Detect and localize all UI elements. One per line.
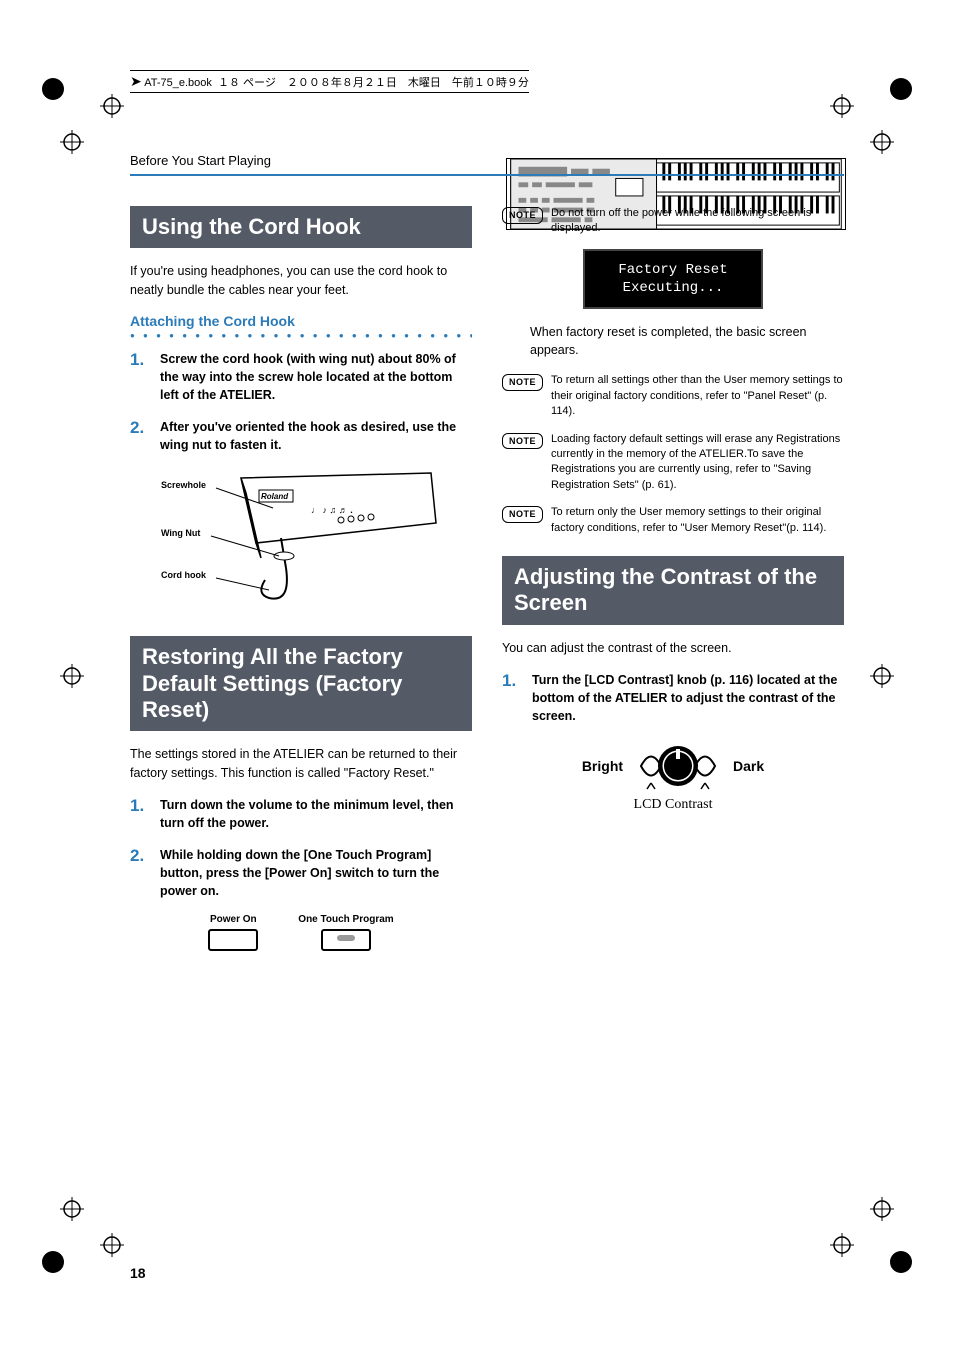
button-label-poweron: Power On xyxy=(208,914,258,925)
knob-label-dark: Dark xyxy=(733,758,764,774)
note-text: To return only the User memory settings … xyxy=(551,505,844,536)
diagram-label-screwhole: Screwhole xyxy=(161,480,206,490)
step-1: 1. Screw the cord hook (with wing nut) a… xyxy=(130,350,472,404)
button-diagram: Power On One Touch Program xyxy=(130,914,472,951)
note-badge-icon: NOTE xyxy=(502,374,543,391)
step-text: After you've oriented the hook as desire… xyxy=(160,418,472,454)
step-number: 1. xyxy=(502,671,524,725)
bookmark-icon: ➤ xyxy=(130,73,142,89)
contrast-knob-diagram: Bright Dark xyxy=(502,741,844,791)
note-badge-icon: NOTE xyxy=(502,506,543,523)
step-text: Screw the cord hook (with wing nut) abou… xyxy=(160,350,472,404)
brand-label: Roland xyxy=(261,492,289,501)
step-text: While holding down the [One Touch Progra… xyxy=(160,846,472,900)
step-number: 2. xyxy=(130,418,152,454)
one-touch-program-button-icon xyxy=(321,929,371,951)
step-number: 1. xyxy=(130,350,152,404)
cord-hook-diagram: Roland ♩ ♪ ♫ ♬ . Screwhole Wing Nut xyxy=(161,468,441,618)
note-badge-icon: NOTE xyxy=(502,433,543,450)
note-power-off: NOTE Do not turn off the power while the… xyxy=(502,206,844,237)
intro-factory-reset: The settings stored in the ATELIER can b… xyxy=(130,745,472,781)
step-5: 1. Turn the [LCD Contrast] knob (p. 116)… xyxy=(502,671,844,725)
book-header: ➤ AT-75_e.book １８ ページ ２００８年８月２１日 木曜日 午前１… xyxy=(130,70,874,93)
note-registrations: NOTE Loading factory default settings wi… xyxy=(502,432,844,494)
subhead-attaching: Attaching the Cord Hook xyxy=(130,313,472,329)
page-number: 18 xyxy=(130,1265,146,1281)
step-number: 2. xyxy=(130,846,152,900)
screen-line1: Factory Reset xyxy=(597,261,749,279)
diagram-label-cordhook: Cord hook xyxy=(161,570,206,580)
step-2: 2. After you've oriented the hook as des… xyxy=(130,418,472,454)
note-text: Loading factory default settings will er… xyxy=(551,432,844,494)
heading-factory-reset: Restoring All the Factory Default Settin… xyxy=(130,636,472,731)
right-column: NOTE Do not turn off the power while the… xyxy=(502,206,844,951)
note-text: To return all settings other than the Us… xyxy=(551,373,844,419)
heading-contrast: Adjusting the Contrast of the Screen xyxy=(502,556,844,625)
section-divider xyxy=(130,174,844,176)
header-filename: AT-75_e.book xyxy=(144,77,212,89)
step-number: 1. xyxy=(130,796,152,832)
power-on-button-icon xyxy=(208,929,258,951)
left-column: Using the Cord Hook If you're using head… xyxy=(130,206,472,951)
knob-icon xyxy=(633,741,723,791)
intro-contrast: You can adjust the contrast of the scree… xyxy=(502,639,844,657)
header-pageinfo: １８ ページ ２００８年８月２１日 木曜日 午前１０時９分 xyxy=(218,77,529,89)
note-user-memory: NOTE To return only the User memory sett… xyxy=(502,505,844,536)
step-text: Turn the [LCD Contrast] knob (p. 116) lo… xyxy=(532,671,844,725)
screen-line2: Executing... xyxy=(597,279,749,297)
step-text: Turn down the volume to the minimum leve… xyxy=(160,796,472,832)
dotted-divider: ● ● ● ● ● ● ● ● ● ● ● ● ● ● ● ● ● ● ● ● … xyxy=(130,331,472,340)
section-label: Before You Start Playing xyxy=(130,153,874,168)
knob-caption: LCD Contrast xyxy=(502,797,844,813)
lcd-screen-factory-reset: Factory Reset Executing... xyxy=(583,249,763,309)
after-reset-text: When factory reset is completed, the bas… xyxy=(530,323,844,359)
intro-cord-hook: If you're using headphones, you can use … xyxy=(130,262,472,298)
button-label-program: One Touch Program xyxy=(298,914,393,925)
step-4: 2. While holding down the [One Touch Pro… xyxy=(130,846,472,900)
note-text: Do not turn off the power while the foll… xyxy=(551,206,844,237)
heading-cord-hook: Using the Cord Hook xyxy=(130,206,472,248)
knob-label-bright: Bright xyxy=(582,758,623,774)
diagram-label-wingnut: Wing Nut xyxy=(161,528,200,538)
note-badge-icon: NOTE xyxy=(502,207,543,224)
step-3: 1. Turn down the volume to the minimum l… xyxy=(130,796,472,832)
svg-text:♩ ♪ ♫ ♬ .: ♩ ♪ ♫ ♬ . xyxy=(311,505,353,515)
note-panel-reset: NOTE To return all settings other than t… xyxy=(502,373,844,419)
